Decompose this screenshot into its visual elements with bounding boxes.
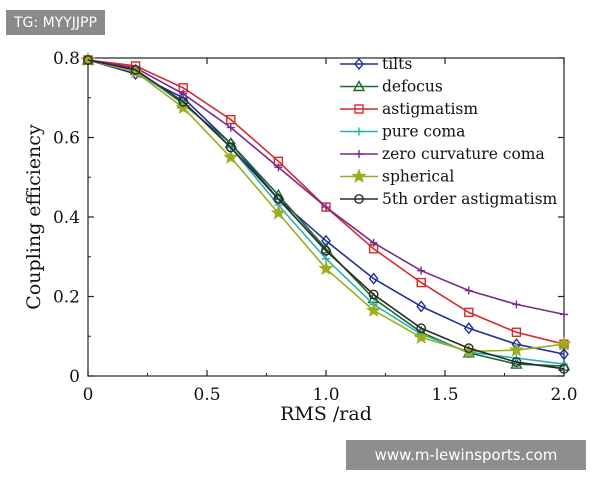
y-tick-label: 0.2: [53, 288, 80, 308]
data-point: [321, 234, 331, 247]
legend: tilts defocus astigmatism pure coma zero cur…: [340, 55, 558, 208]
x-tick-label: 0.5: [193, 385, 220, 405]
legend-label: pure coma: [382, 123, 465, 141]
data-point: [225, 142, 236, 153]
legend-label: astigmatism: [382, 100, 478, 118]
legend-swatch-marker: [352, 80, 366, 92]
y-tick-label: 0.6: [53, 129, 80, 149]
data-point: [366, 302, 382, 317]
data-point: [512, 300, 521, 309]
data-point: [510, 357, 523, 369]
legend-item-spherical: spherical: [340, 168, 454, 186]
data-point: [226, 123, 235, 132]
series-line-defocus: [87, 59, 565, 367]
data-point: [560, 310, 568, 319]
data-point: [464, 307, 474, 318]
y-tick-label: 0.4: [53, 208, 80, 228]
x-axis-title: RMS /rad: [280, 403, 372, 425]
data-point: [368, 272, 379, 285]
series-zero-curvature-coma: [84, 55, 568, 319]
y-tick-label: 0.8: [53, 49, 80, 69]
x-tick-label: 0: [83, 385, 94, 405]
data-point: [274, 163, 283, 172]
data-point: [463, 343, 474, 354]
data-point: [369, 238, 378, 247]
y-axis: 0 0.2 0.4 0.6 0.8: [53, 49, 564, 387]
series-line-tilts: [87, 59, 565, 355]
data-point: [179, 89, 188, 98]
data-point: [511, 327, 522, 337]
legend-item-tilts: tilts: [340, 55, 412, 73]
x-tick-label: 2.0: [550, 385, 577, 405]
legend-swatch-marker: [354, 57, 364, 71]
series-pure-coma: [84, 55, 568, 369]
legend-swatch-marker: [354, 104, 364, 114]
legend-swatch-marker: [351, 168, 367, 183]
data-point: [273, 194, 284, 205]
data-point: [130, 65, 141, 75]
legend-label: defocus: [382, 78, 443, 96]
legend-item-5th-order-astigmatism: 5th order astigmatism: [340, 190, 558, 208]
legend-label: tilts: [382, 55, 412, 73]
legend-item-defocus: defocus: [340, 78, 443, 96]
legend-swatch-marker: [355, 127, 363, 136]
legend-item-zero-curvature-coma: zero curvature coma: [340, 145, 545, 163]
data-point: [416, 300, 427, 313]
data-point: [511, 357, 522, 367]
legend-label: zero curvature coma: [382, 145, 545, 163]
series-line-pure-coma: [87, 59, 565, 365]
data-point: [178, 96, 189, 107]
watermark-tag: TG: MYYJJPP: [6, 10, 105, 35]
series-layer: [80, 52, 572, 374]
legend-label: 5th order astigmatism: [382, 190, 558, 208]
data-point: [508, 342, 524, 357]
data-point: [417, 266, 426, 275]
y-tick-label: 0: [69, 367, 80, 387]
legend-item-astigmatism: astigmatism: [340, 100, 478, 118]
data-point: [413, 329, 429, 344]
series-line-5th-order-astigmatism: [87, 59, 565, 370]
series-5th-order-astigmatism: [83, 55, 569, 374]
x-tick-label: 1.0: [312, 385, 339, 405]
series-spherical: [80, 52, 572, 358]
y-axis-title: Coupling efficiency: [23, 124, 45, 310]
data-point: [556, 336, 572, 351]
data-point: [83, 55, 93, 65]
data-point: [416, 323, 427, 334]
data-point: [321, 245, 331, 256]
plot-frame: [87, 57, 565, 377]
data-point: [322, 203, 330, 212]
data-point: [416, 277, 426, 288]
data-point: [559, 348, 569, 361]
data-point: [270, 205, 286, 220]
legend-swatch-marker: [355, 150, 363, 158]
data-point: [368, 289, 379, 300]
legend-item-pure-coma: pure coma: [340, 123, 465, 141]
series-line-zero-curvature-coma: [87, 59, 565, 316]
legend-swatch-marker: [354, 194, 364, 204]
series-defocus: [81, 53, 571, 371]
legend-label: spherical: [382, 168, 454, 186]
data-point: [318, 260, 334, 276]
x-axis: 0 0.5 1.0 1.5 2.0: [83, 58, 578, 405]
site-url-banner: www.m-lewinsports.com: [346, 440, 586, 470]
data-point: [464, 286, 473, 295]
data-point: [463, 322, 474, 335]
data-point: [223, 149, 239, 164]
data-point: [559, 363, 569, 374]
x-tick-label: 1.5: [431, 385, 458, 405]
